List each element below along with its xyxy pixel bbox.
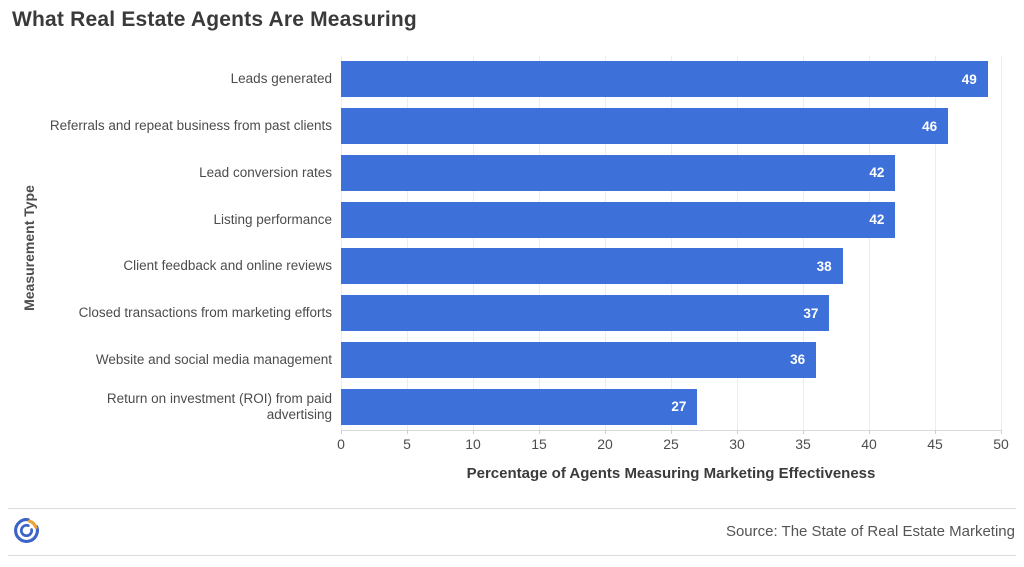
bar-track: 42 [341, 201, 1001, 238]
x-tick-mark [803, 430, 804, 434]
category-label: Client feedback and online reviews [123, 258, 332, 274]
x-tick-mark [935, 430, 936, 434]
x-tick-label: 35 [795, 436, 811, 452]
bar: 42 [341, 154, 896, 191]
chart-title: What Real Estate Agents Are Measuring [12, 8, 417, 31]
plot-area: Leads generated 49 Referrals and repeat bu… [0, 56, 1002, 434]
x-tick-label: 50 [993, 436, 1009, 452]
bar-value-label: 36 [790, 352, 806, 368]
gridline [671, 56, 672, 430]
x-tick-label: 45 [927, 436, 943, 452]
x-tick-mark [407, 430, 408, 434]
category-label-cell: Website and social media management [0, 352, 341, 368]
brand-logo-icon [14, 518, 39, 543]
category-label-cell: Lead conversion rates [0, 165, 341, 181]
category-label: Listing performance [213, 211, 332, 227]
category-label: Closed transactions from marketing effor… [78, 305, 332, 321]
category-label: Leads generated [230, 71, 332, 87]
bar-row: Return on investment (ROI) from paid adv… [0, 383, 1001, 430]
category-label-cell: Referrals and repeat business from past … [0, 118, 341, 134]
bar-value-label: 42 [869, 165, 885, 181]
x-tick-mark [605, 430, 606, 434]
logo-outer-blue-arc [14, 518, 39, 543]
category-label-cell: Closed transactions from marketing effor… [0, 305, 341, 321]
footer-divider-top [8, 508, 1016, 509]
bar-track: 49 [341, 61, 1001, 98]
bar-row: Closed transactions from marketing effor… [0, 290, 1001, 337]
bar-value-label: 38 [816, 258, 832, 274]
gridline [803, 56, 804, 430]
bar-row: Referrals and repeat business from past … [0, 103, 1001, 150]
bar-row: Lead conversion rates 42 [0, 150, 1001, 197]
bar-row: Client feedback and online reviews 38 [0, 243, 1001, 290]
category-label: Referrals and repeat business from past … [49, 118, 332, 134]
gridline [539, 56, 540, 430]
gridline [473, 56, 474, 430]
footer-divider-bottom [8, 555, 1016, 556]
category-label: Lead conversion rates [199, 164, 332, 180]
x-tick-mark [473, 430, 474, 434]
x-tick-label: 40 [861, 436, 877, 452]
bar-value-label: 27 [671, 399, 687, 415]
x-tick-label: 10 [465, 436, 481, 452]
x-tick-label: 20 [597, 436, 613, 452]
logo-inner-blue-arc [20, 523, 33, 538]
bar-row: Website and social media management 36 [0, 337, 1001, 384]
x-tick-mark [737, 430, 738, 434]
bar-track: 37 [341, 295, 1001, 332]
x-tick-mark [869, 430, 870, 434]
x-tick-mark [539, 430, 540, 434]
bar-track: 46 [341, 108, 1001, 145]
bar: 27 [341, 388, 698, 425]
bar-track: 36 [341, 341, 1001, 378]
category-label-cell: Client feedback and online reviews [0, 258, 341, 274]
x-tick-mark [341, 430, 342, 434]
bar: 37 [341, 295, 830, 332]
logo-orange-arc [27, 519, 38, 530]
bar-row: Listing performance 42 [0, 196, 1001, 243]
bar-value-label: 42 [869, 212, 885, 228]
bar-value-label: 49 [961, 71, 977, 87]
category-label-cell: Leads generated [0, 71, 341, 87]
bar-value-label: 37 [803, 305, 819, 321]
gridlines [341, 56, 1002, 434]
x-tick-label: 5 [403, 436, 411, 452]
x-tick-mark [1001, 430, 1002, 434]
gridline [1001, 56, 1002, 430]
source-credit: Source: The State of Real Estate Marketi… [725, 523, 1015, 540]
x-tick-mark [671, 430, 672, 434]
bar-track: 27 [341, 388, 1001, 425]
bar: 46 [341, 108, 949, 145]
x-tick-label: 25 [663, 436, 679, 452]
gridline [869, 56, 870, 430]
bar-value-label: 46 [922, 118, 938, 134]
x-axis-ticks: 0 5 10 15 20 25 30 35 40 45 50 [337, 436, 1009, 454]
category-label-cell: Return on investment (ROI) from paid adv… [0, 391, 341, 423]
gridline [341, 56, 342, 430]
bar-track: 42 [341, 154, 1001, 191]
gridline [737, 56, 738, 430]
gridline [605, 56, 606, 430]
x-tick-label: 0 [337, 436, 345, 452]
bar-row: Leads generated 49 [0, 56, 1001, 103]
x-tick-label: 15 [531, 436, 547, 452]
gridline [935, 56, 936, 430]
bar: 38 [341, 248, 843, 285]
gridline [407, 56, 408, 430]
bar: 49 [341, 61, 988, 98]
bar-rows: Leads generated 49 Referrals and repeat bu… [0, 56, 1001, 430]
bar: 42 [341, 201, 896, 238]
x-tick-label: 30 [729, 436, 745, 452]
bar-track: 38 [341, 248, 1001, 285]
category-label-cell: Listing performance [0, 212, 341, 228]
category-label: Return on investment (ROI) from paid adv… [106, 390, 332, 422]
bar: 36 [341, 341, 817, 378]
x-axis-title: Percentage of Agents Measuring Marketing… [466, 465, 876, 482]
category-label: Website and social media management [95, 351, 332, 367]
